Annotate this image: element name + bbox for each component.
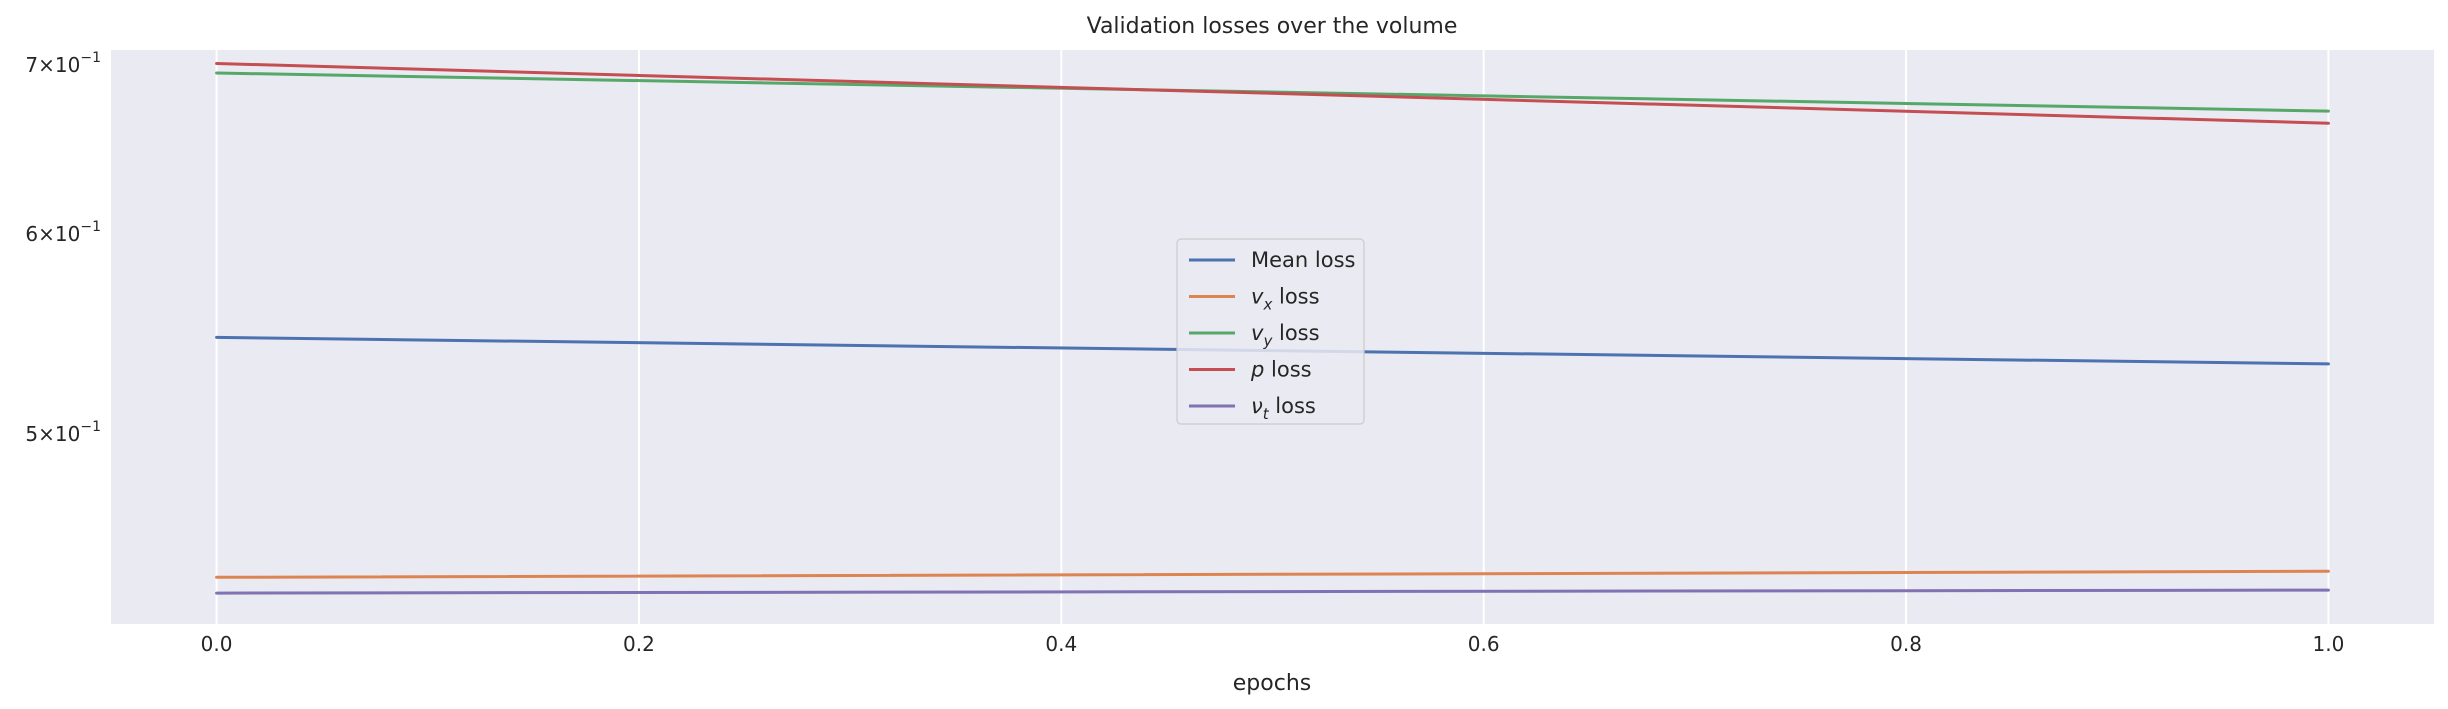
legend-entry: vx loss (1251, 285, 1320, 314)
legend-entry: vy loss (1251, 321, 1320, 350)
x-tick-label: 0.6 (1468, 632, 1500, 656)
x-tick-label: 0.4 (1045, 632, 1077, 656)
y-tick-label: 5×10−1 (25, 419, 101, 446)
series-line (215, 588, 2330, 595)
series-line (215, 569, 2330, 579)
legend: Mean loss vx loss vy loss p loss νt loss (1176, 238, 1365, 425)
x-tick-label: 1.0 (2313, 632, 2345, 656)
x-tick-label: 0.8 (1890, 632, 1922, 656)
x-axis-label: epochs (1233, 671, 1311, 696)
y-tick-label: 6×10−1 (25, 219, 101, 246)
x-tick-label: 0.0 (201, 632, 233, 656)
series-line (215, 62, 2330, 125)
x-tick-label: 0.2 (623, 632, 655, 656)
legend-entry: Mean loss (1251, 248, 1355, 272)
y-tick-label: 7×10−1 (25, 50, 101, 77)
legend-box (1176, 238, 1365, 425)
legend-entry: p loss (1250, 358, 1312, 382)
chart-title: Validation losses over the volume (1087, 14, 1458, 39)
legend-entry: νt loss (1251, 394, 1316, 423)
